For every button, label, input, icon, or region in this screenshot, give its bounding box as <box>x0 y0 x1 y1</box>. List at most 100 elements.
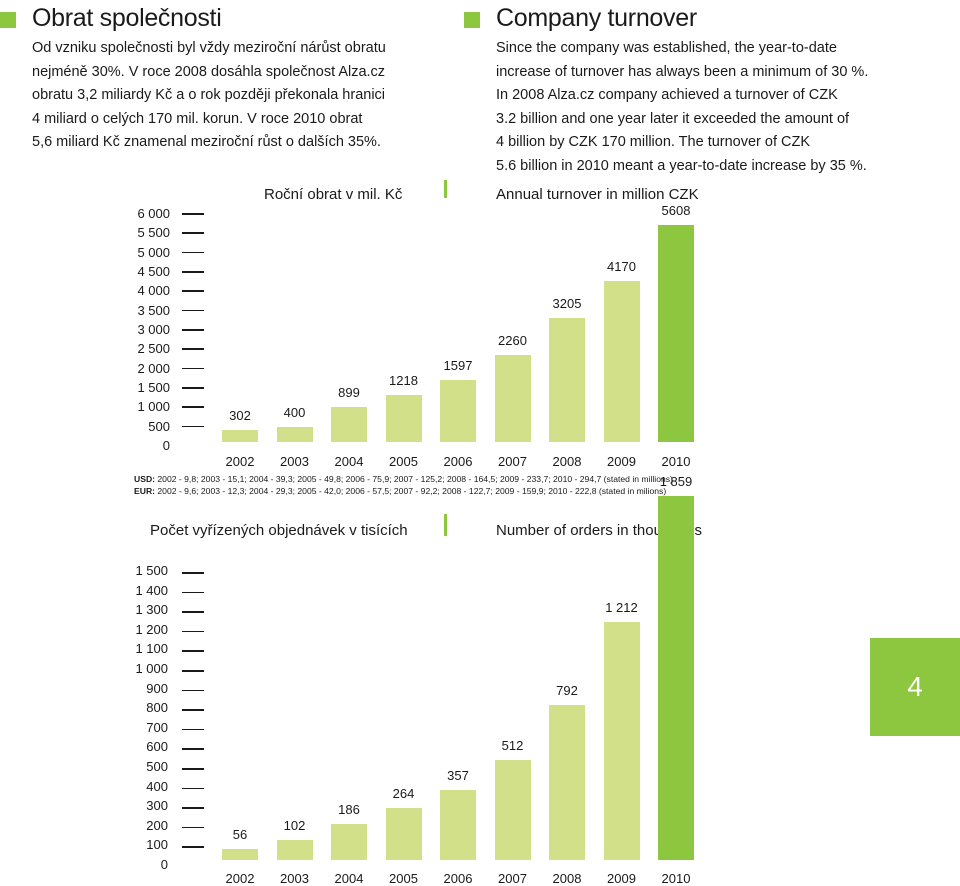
en-paragraph: Since the company was established, the y… <box>496 37 868 179</box>
y-tick-mark <box>182 748 204 750</box>
chart1-title-en: Annual turnover in million CZK <box>496 186 699 203</box>
bar-value-label: 1 212 <box>605 600 638 616</box>
y-tick-label: 1 000 <box>137 399 170 415</box>
usd-label: USD: <box>134 474 156 484</box>
bar <box>603 280 640 442</box>
y-tick-mark <box>182 387 204 389</box>
x-tick-label: 2002 <box>225 871 255 886</box>
en-line: 5.6 billion in 2010 meant a year-to-date… <box>496 157 867 174</box>
bar-value-label: 1597 <box>443 358 473 374</box>
usd-note: USD: 2002 - 9,8; 2003 - 15,1; 2004 - 39,… <box>134 474 673 484</box>
y-tick-label: 1 200 <box>135 621 168 637</box>
bar-value-label: 102 <box>283 818 306 833</box>
y-tick-mark <box>182 768 204 770</box>
x-tick-label: 2005 <box>389 454 418 469</box>
en-line: 4 billion by CZK 170 million. The turnov… <box>496 134 811 151</box>
bar <box>658 225 694 442</box>
x-tick-label: 2007 <box>498 454 527 469</box>
y-tick-label: 4 500 <box>137 264 170 279</box>
bar-value-label: 264 <box>392 786 415 802</box>
bar <box>385 808 422 860</box>
x-tick-label: 2004 <box>334 871 364 886</box>
y-tick-mark <box>182 846 204 848</box>
divider-bar <box>444 180 447 198</box>
bar <box>549 318 585 442</box>
bar-value-label: 4170 <box>607 258 636 274</box>
y-tick-mark <box>182 611 204 613</box>
bar-value-label: 899 <box>338 385 360 401</box>
bar-value-label: 5608 <box>661 203 691 219</box>
y-tick-label: 2 000 <box>137 360 170 376</box>
en-line: 3.2 billion and one year later it exceed… <box>496 110 850 127</box>
y-tick-mark <box>182 232 204 234</box>
cz-line: nejméně 30%. V roce 2008 dosáhla společn… <box>32 63 386 80</box>
y-tick-label: 1 500 <box>135 563 168 578</box>
bar <box>222 849 258 860</box>
bar <box>494 354 531 442</box>
y-tick-label: 100 <box>146 837 168 853</box>
en-line: Since the company was established, the y… <box>496 40 837 56</box>
y-tick-label: 4 000 <box>137 283 170 299</box>
y-tick-mark <box>182 630 204 633</box>
eur-text: 2002 - 9,6; 2003 - 12,3; 2004 - 29,3; 20… <box>155 486 667 496</box>
y-tick-label: 1 300 <box>135 602 168 618</box>
y-tick-label: 500 <box>146 759 168 774</box>
y-tick-label: 200 <box>146 817 168 833</box>
x-tick-label: 2010 <box>661 454 691 469</box>
cz-line: 4 miliard o celých 170 mil. korun. V roc… <box>32 110 363 127</box>
x-tick-label: 2008 <box>552 454 582 469</box>
en-line: increase of turnover has always been a m… <box>496 63 869 80</box>
cz-line: obratu 3,2 miliardy Kč a o rok později p… <box>32 87 386 104</box>
x-tick-label: 2010 <box>661 871 691 886</box>
y-tick-mark <box>182 670 204 672</box>
y-tick-label: 400 <box>146 778 168 794</box>
page-number: 4 <box>907 671 923 702</box>
x-tick-label: 2006 <box>443 454 473 469</box>
y-tick-mark <box>182 728 204 731</box>
y-tick-label: 1 400 <box>135 582 168 598</box>
x-tick-label: 2002 <box>225 454 255 469</box>
y-tick-mark <box>182 406 204 408</box>
y-tick-label: 2 500 <box>137 341 170 357</box>
y-tick-label: 5 500 <box>137 225 170 241</box>
cz-heading-marker <box>0 12 16 28</box>
y-tick-mark <box>182 290 204 292</box>
divider-bar <box>444 514 447 536</box>
bar-value-label: 512 <box>501 737 524 753</box>
bar-value-label: 792 <box>556 682 578 698</box>
bar-value-label: 357 <box>447 768 469 784</box>
y-tick-label: 700 <box>146 719 168 735</box>
y-tick-label: 900 <box>146 680 168 696</box>
y-tick-label: 1 500 <box>137 380 170 395</box>
y-tick-label: 1 100 <box>135 641 168 657</box>
y-tick-label: 600 <box>146 739 168 755</box>
y-tick-mark <box>182 213 204 215</box>
bar-value-label: 1 859 <box>659 473 693 489</box>
bar <box>276 426 313 442</box>
bar <box>549 704 585 860</box>
y-tick-label: 0 <box>160 857 168 872</box>
y-tick-label: 300 <box>146 798 168 814</box>
y-tick-label: 1 000 <box>135 661 168 676</box>
y-tick-mark <box>182 271 204 273</box>
y-tick-mark <box>182 425 204 428</box>
bar-value-label: 302 <box>229 408 251 424</box>
y-tick-mark <box>182 650 204 652</box>
x-tick-label: 2009 <box>607 871 636 886</box>
x-tick-label: 2009 <box>607 454 636 469</box>
y-tick-mark <box>182 572 204 574</box>
y-tick-mark <box>182 689 204 692</box>
cz-line: Od vzniku společnosti byl vždy meziroční… <box>32 40 386 56</box>
bar-value-label: 3205 <box>552 296 582 312</box>
bar-value-label: 1218 <box>389 372 418 388</box>
bar <box>385 394 422 442</box>
y-tick-label: 6 000 <box>137 206 170 221</box>
y-tick-mark <box>182 591 204 594</box>
bar <box>222 430 258 442</box>
y-tick-label: 3 000 <box>137 322 170 337</box>
bar-value-label: 2260 <box>498 332 527 348</box>
y-tick-mark <box>182 807 204 809</box>
en-heading-marker <box>464 12 480 28</box>
y-tick-label: 5 000 <box>137 244 170 260</box>
bar <box>440 380 476 442</box>
